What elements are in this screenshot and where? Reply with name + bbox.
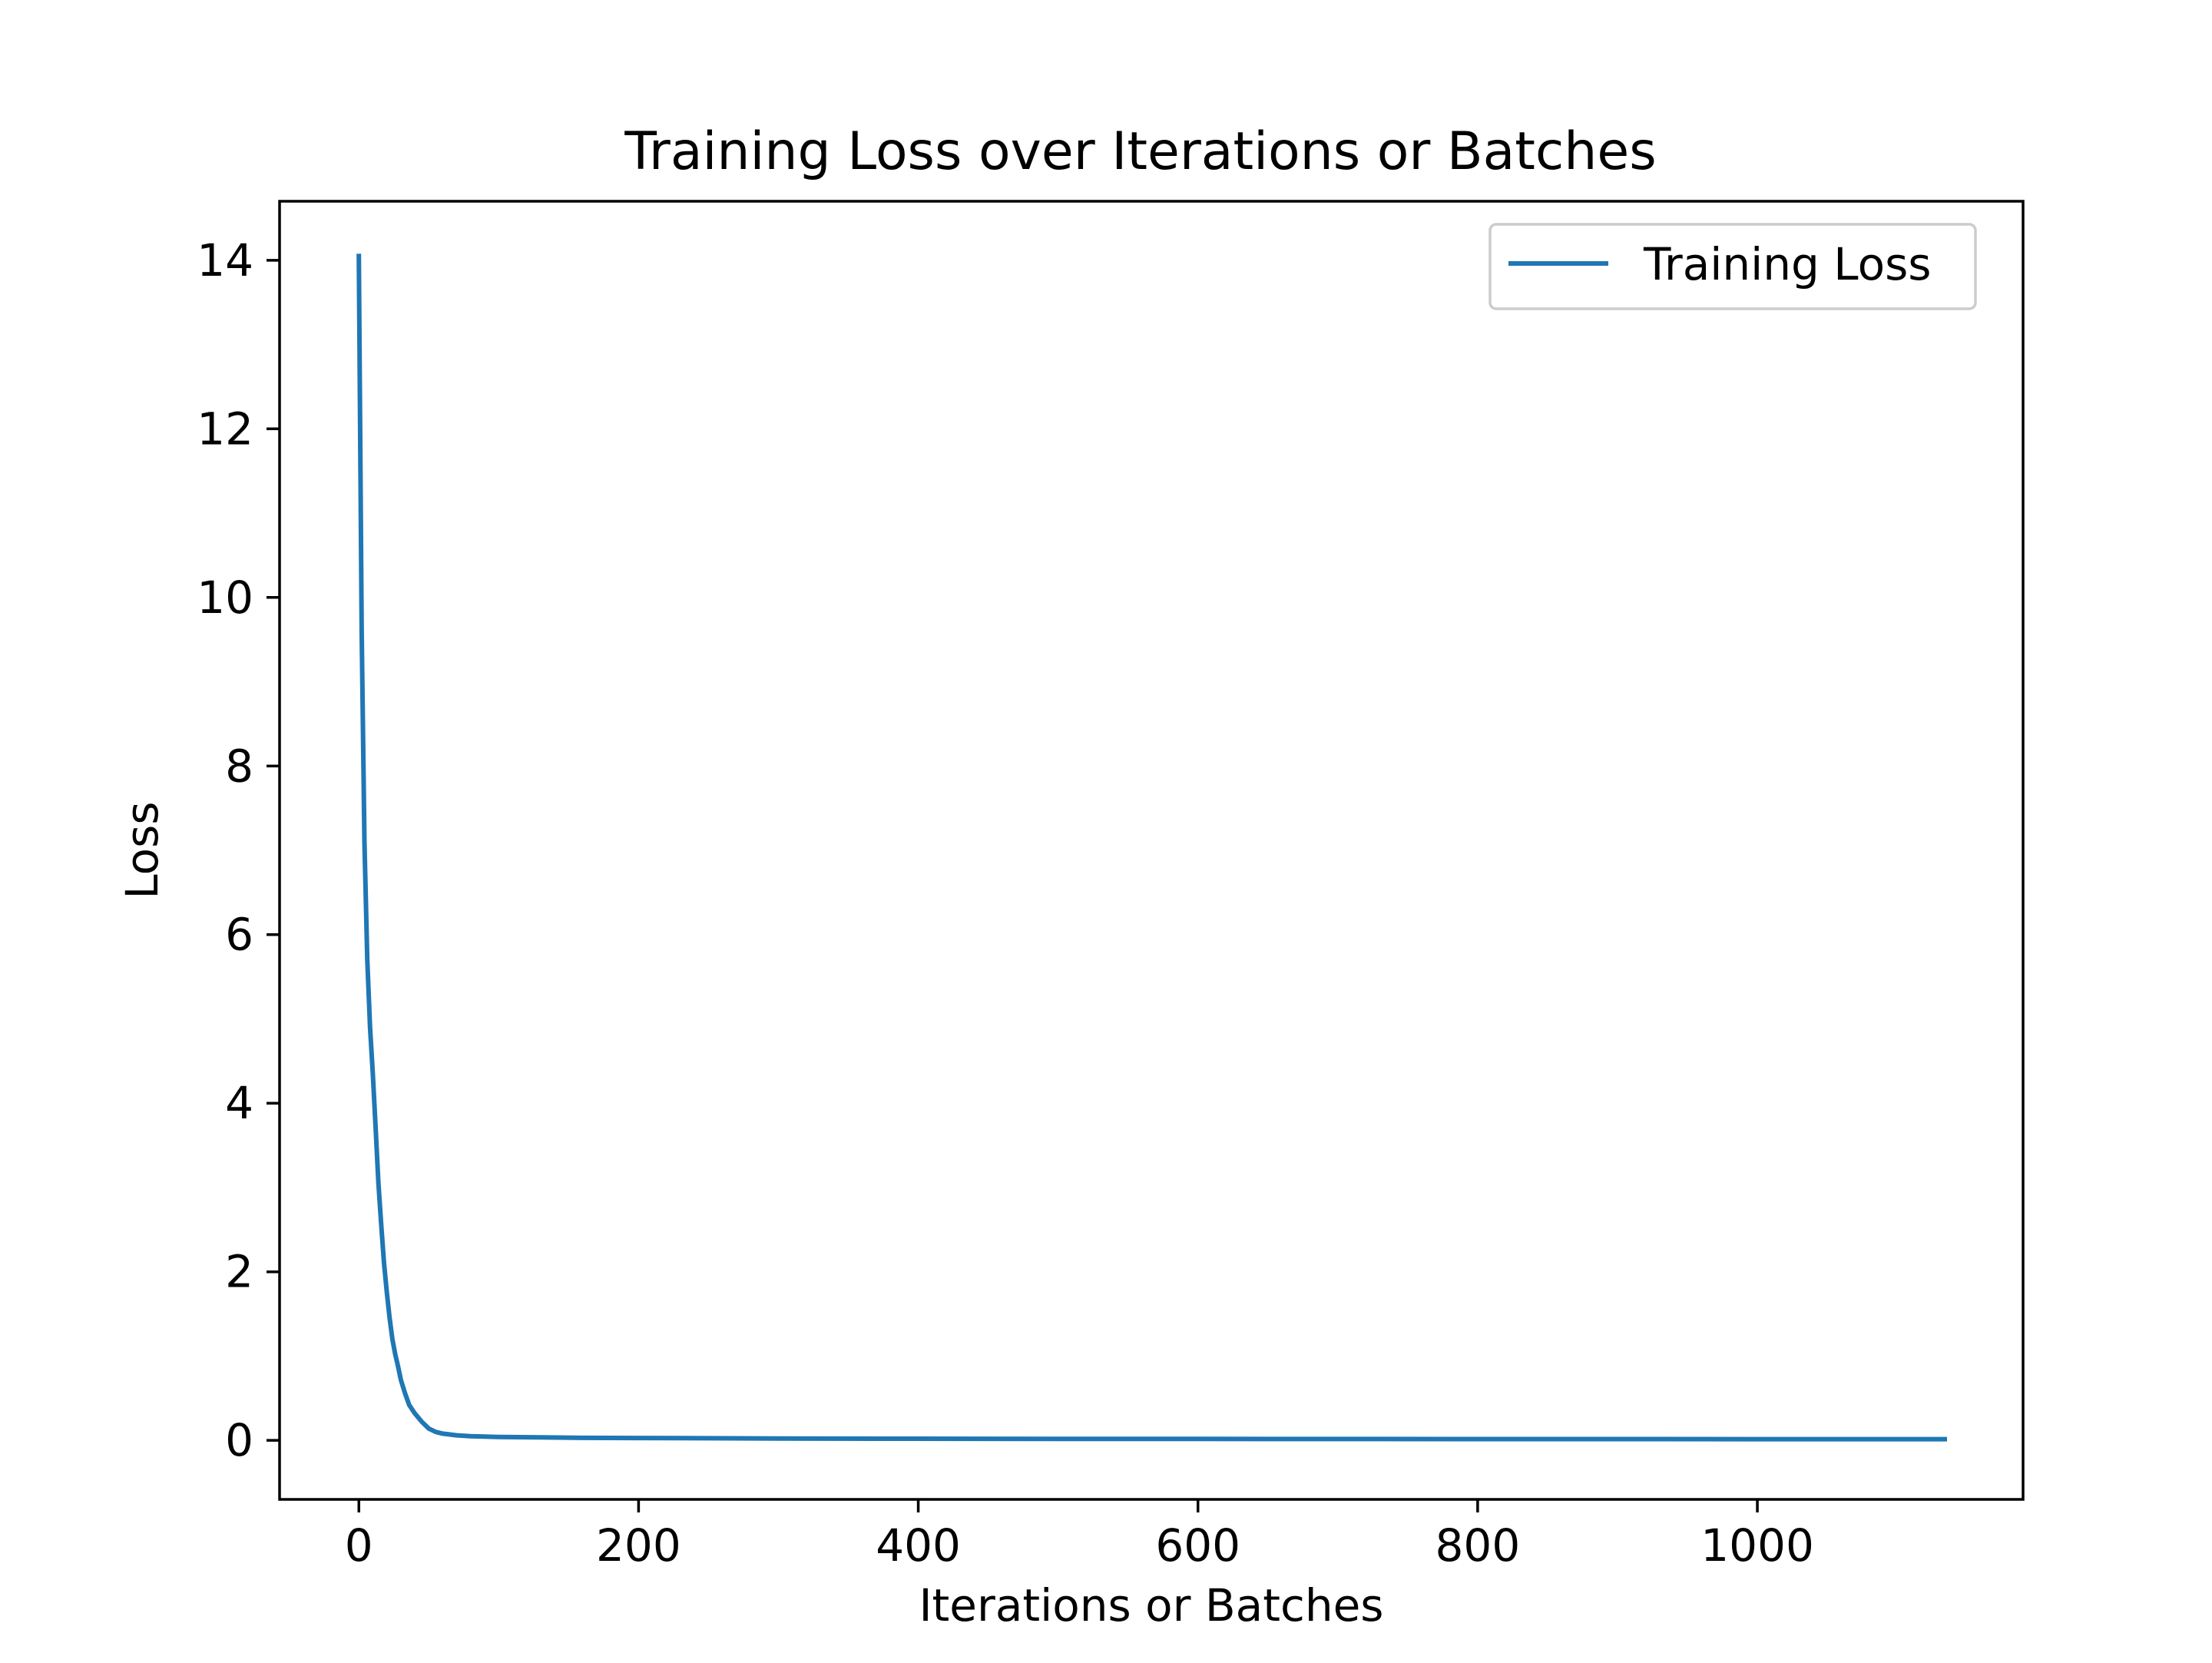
- y-tick-label: 0: [225, 1414, 253, 1466]
- x-axis-label: Iterations or Batches: [919, 1579, 1383, 1632]
- series-line-training-loss: [356, 253, 1947, 1442]
- y-axis-label: Loss: [116, 801, 168, 899]
- y-tick-label: 8: [225, 740, 253, 792]
- x-tick-label: 200: [596, 1519, 681, 1572]
- legend-box: [1488, 223, 1977, 310]
- y-tick-label: 6: [225, 909, 253, 961]
- y-tick-label: 10: [197, 571, 253, 624]
- y-tick-label: 4: [225, 1077, 253, 1129]
- y-tick-label: 2: [225, 1246, 253, 1298]
- x-tick-label: 800: [1435, 1519, 1521, 1572]
- x-tick-label: 400: [876, 1519, 961, 1572]
- legend-label-training-loss: Training Loss: [1643, 238, 1932, 290]
- y-axis-ticks: 0 2 4 6 8 10 12 14: [197, 234, 280, 1466]
- chart-title: Training Loss over Iterations or Batches: [624, 121, 1656, 182]
- x-axis-ticks: 0 200 400 600 800 1000: [345, 1499, 1814, 1572]
- legend: Training Loss: [1488, 223, 1977, 310]
- y-tick-label: 14: [197, 234, 253, 287]
- plot-frame: [278, 200, 2025, 1501]
- x-tick-label: 0: [345, 1519, 373, 1572]
- y-tick-label: 12: [197, 402, 253, 455]
- plot-background: [280, 201, 2023, 1499]
- series-layer: [356, 253, 1947, 1442]
- x-tick-label: 1000: [1700, 1519, 1814, 1572]
- plot-area: [280, 201, 2023, 1499]
- x-tick-label: 600: [1155, 1519, 1240, 1572]
